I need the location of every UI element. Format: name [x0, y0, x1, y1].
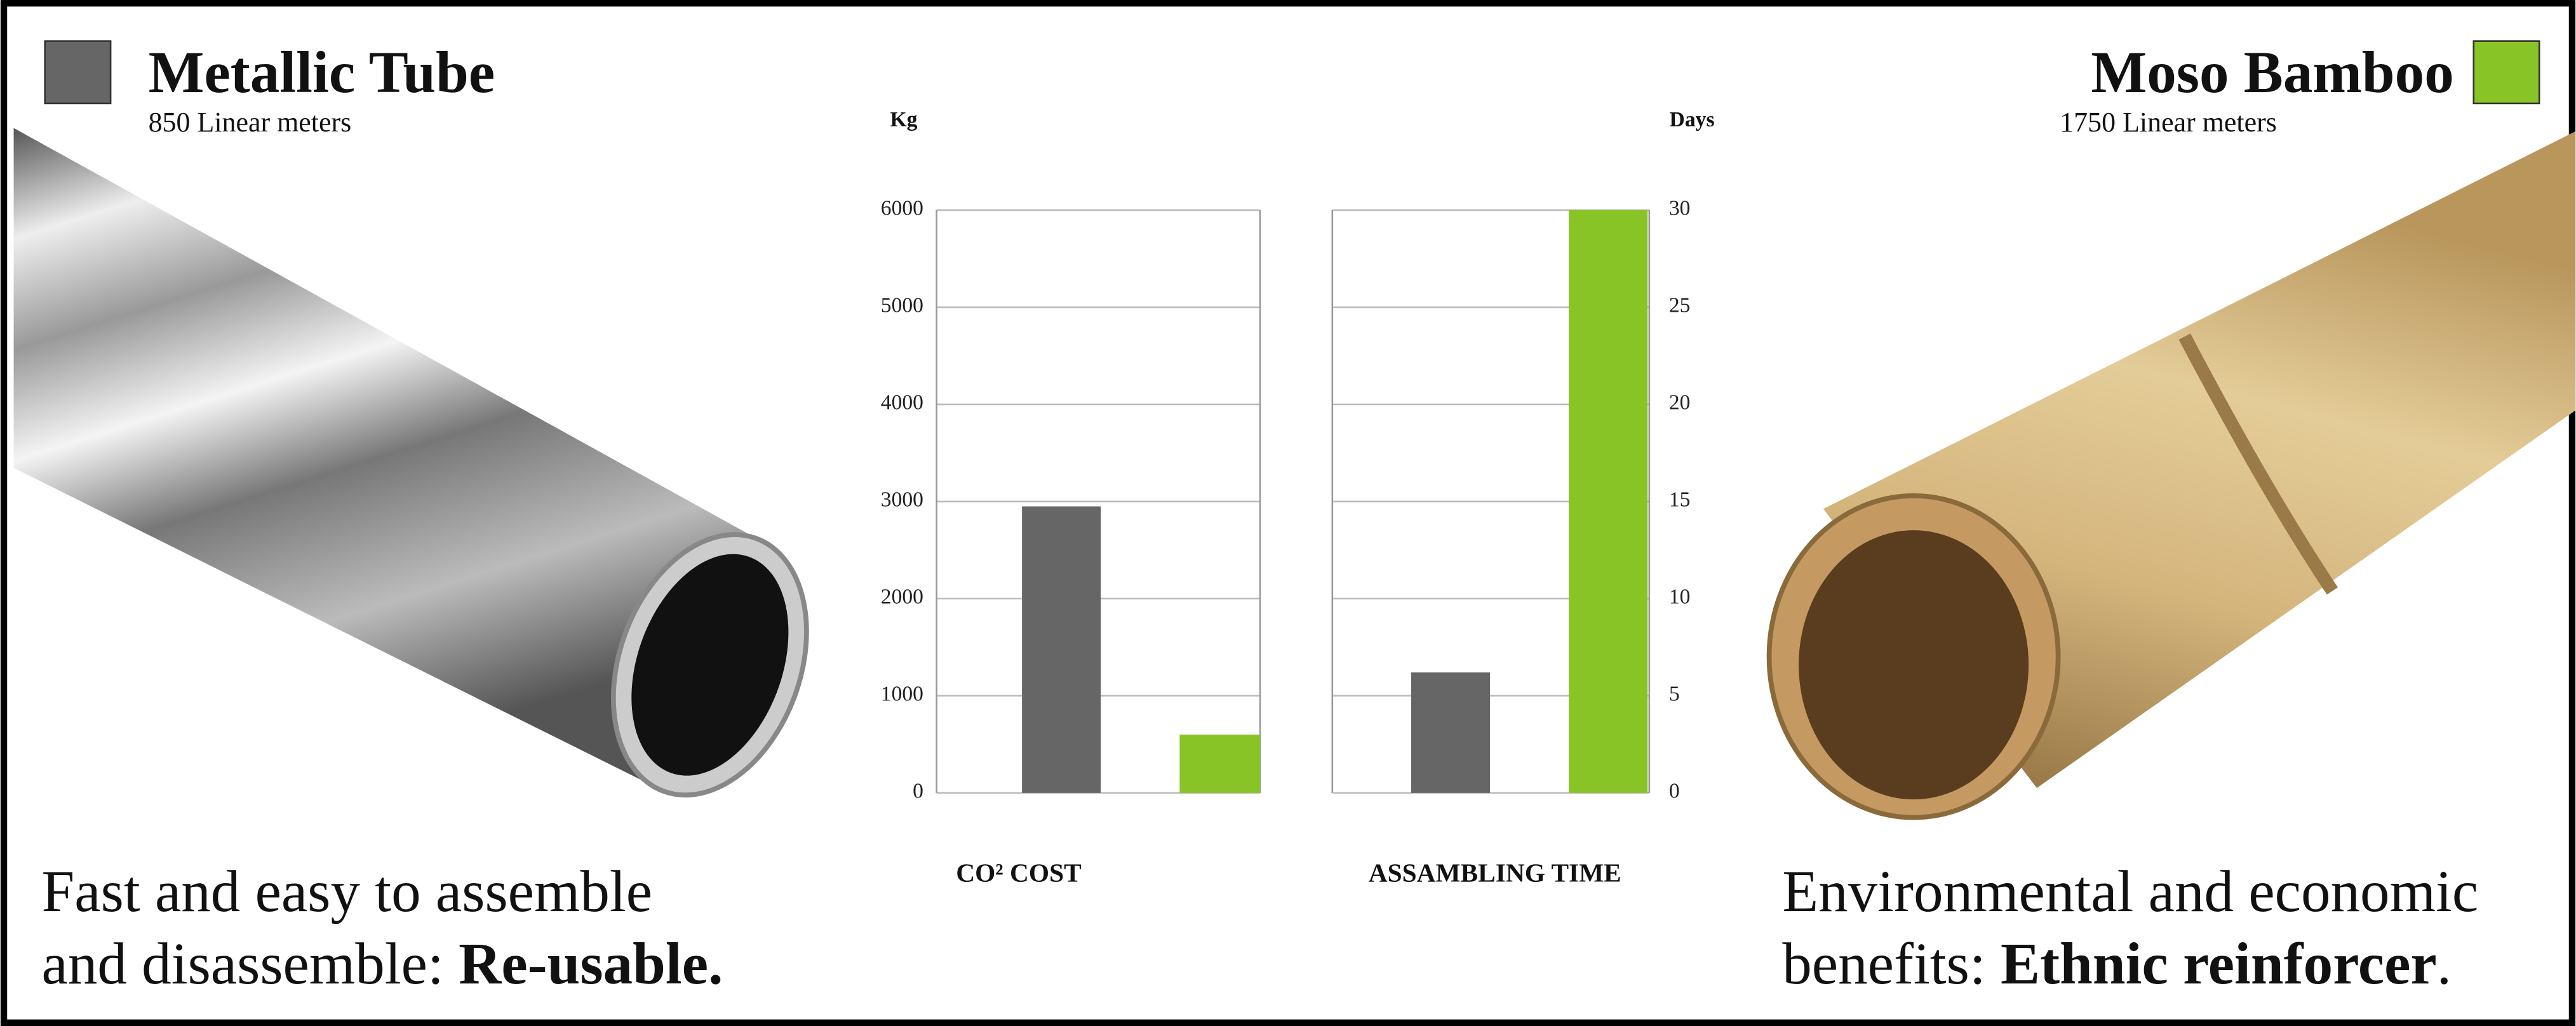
chart-title: CO² COST	[956, 858, 1081, 887]
caption-part: Re-usable.	[459, 931, 723, 997]
caption-line: and disassemble: Re-usable.	[42, 931, 723, 997]
legend-swatch	[44, 40, 112, 105]
left-subtitle: 850 Linear meters	[149, 107, 352, 138]
y-tick-label: 10	[1669, 585, 1691, 609]
charts: 0 1000 2000 3000 4000 5000 6000 Kg CO² COST 0 5 10 1…	[881, 108, 1715, 887]
bar	[1569, 210, 1648, 793]
y-axis-unit: Days	[1670, 108, 1715, 131]
y-axis-unit: Kg	[890, 108, 917, 131]
caption-part: Environmental and economic	[1782, 859, 2478, 924]
bar	[1179, 735, 1261, 793]
caption-part: and disassemble:	[42, 931, 459, 997]
y-tick-label: 6000	[881, 197, 923, 220]
captions: Fast and easy to assemble and disassemble…	[42, 859, 2479, 997]
y-tick-label: 3000	[881, 488, 923, 512]
y-tick-label: 20	[1669, 391, 1691, 415]
y-tick-label: 25	[1669, 294, 1691, 317]
y-tick-label: 4000	[881, 391, 923, 415]
y-tick-label: 0	[913, 780, 923, 803]
right-subtitle: 1750 Linear meters	[2060, 107, 2277, 138]
bar	[1022, 506, 1101, 793]
bamboo-image	[1766, 131, 2576, 820]
y-tick-label: 0	[1669, 780, 1680, 803]
y-tick-label: 1000	[881, 683, 923, 706]
y-tick-label: 5000	[881, 294, 923, 317]
chart-title: ASSAMBLING TIME	[1369, 858, 1621, 887]
caption-part: .	[2437, 931, 2452, 997]
y-tick-label: 30	[1669, 197, 1691, 220]
y-tick-label: 15	[1669, 488, 1691, 512]
y-tick-label: 2000	[881, 585, 923, 609]
caption-line: Fast and easy to assemble	[42, 859, 653, 924]
y-tick-label: 5	[1669, 683, 1680, 706]
bar	[1411, 672, 1491, 793]
metal-tube-image	[13, 128, 809, 798]
legend-swatch	[2472, 40, 2540, 105]
caption-line: benefits: Ethnic reinforcer.	[1782, 931, 2452, 997]
caption-line: Environmental and economic	[1782, 859, 2478, 924]
right-title: Moso Bamboo	[2091, 40, 2453, 105]
caption-part: Fast and easy to assemble	[42, 859, 653, 924]
left-title: Metallic Tube	[149, 40, 495, 105]
caption-part: Ethnic reinforcer	[2001, 931, 2437, 997]
caption-part: benefits:	[1782, 931, 2001, 997]
